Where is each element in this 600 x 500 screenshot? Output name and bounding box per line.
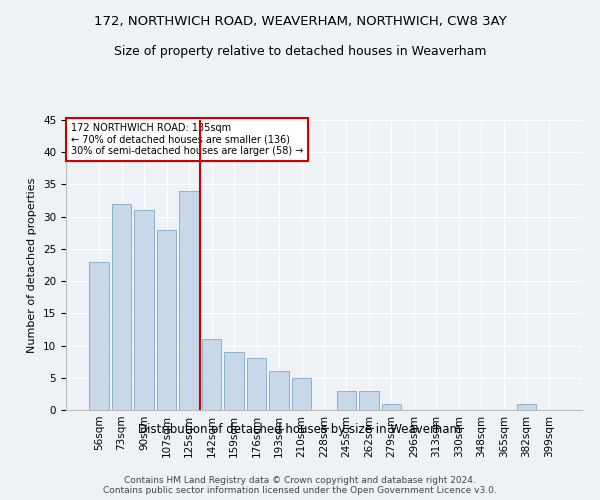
Bar [382, 404, 401, 410]
Text: Contains HM Land Registry data © Crown copyright and database right 2024.
Contai: Contains HM Land Registry data © Crown c… [103, 476, 497, 495]
Y-axis label: Number of detached properties: Number of detached properties [28, 178, 37, 352]
Bar [337, 390, 356, 410]
Text: Size of property relative to detached houses in Weaverham: Size of property relative to detached ho… [114, 45, 486, 58]
Bar [112, 204, 131, 410]
Text: Distribution of detached houses by size in Weaverham: Distribution of detached houses by size … [139, 422, 461, 436]
Bar [157, 230, 176, 410]
Bar [517, 404, 536, 410]
Bar [247, 358, 266, 410]
Bar [359, 390, 379, 410]
Bar [134, 210, 154, 410]
Text: 172, NORTHWICH ROAD, WEAVERHAM, NORTHWICH, CW8 3AY: 172, NORTHWICH ROAD, WEAVERHAM, NORTHWIC… [94, 15, 506, 28]
Bar [179, 191, 199, 410]
Bar [224, 352, 244, 410]
Bar [269, 372, 289, 410]
Bar [202, 339, 221, 410]
Bar [89, 262, 109, 410]
Text: 172 NORTHWICH ROAD: 135sqm
← 70% of detached houses are smaller (136)
30% of sem: 172 NORTHWICH ROAD: 135sqm ← 70% of deta… [71, 123, 304, 156]
Bar [292, 378, 311, 410]
